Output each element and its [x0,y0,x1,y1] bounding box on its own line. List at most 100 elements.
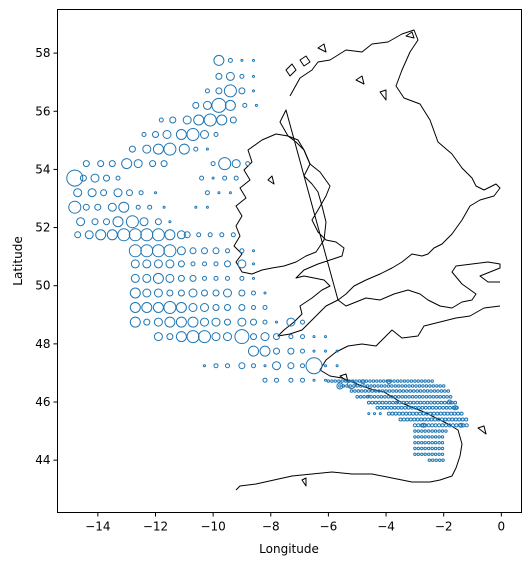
data-point [396,400,400,404]
data-point [441,458,445,462]
data-point [238,362,246,370]
data-point [143,318,151,326]
data-point [113,188,123,198]
data-point [403,384,408,388]
data-point [238,289,246,297]
data-point [129,302,141,313]
data-point [225,363,230,369]
data-point [366,400,371,405]
data-point [379,384,384,388]
data-point [192,101,200,109]
data-point [378,379,382,383]
data-point [433,446,438,451]
data-point [435,395,439,399]
data-point [441,395,446,399]
data-point [300,348,305,354]
data-point [427,441,431,445]
data-point [433,441,438,445]
data-point [107,202,117,212]
data-point [152,131,159,138]
data-point [428,384,432,388]
data-point [215,72,223,80]
data-point [360,379,366,385]
data-point [189,247,197,255]
data-point [353,389,357,393]
data-point [420,405,425,410]
data-point [405,389,409,393]
data-point [326,379,331,383]
data-point [153,317,163,327]
data-point [417,384,422,388]
data-point [383,384,387,388]
data-point [425,389,430,393]
data-point [251,290,256,296]
data-point [423,379,427,383]
data-point [399,379,403,383]
data-point [362,395,366,399]
data-point [427,405,432,410]
data-point [103,218,110,226]
data-point [82,203,90,211]
data-point [198,330,211,344]
data-point [262,305,268,310]
data-point [411,389,416,393]
data-point [377,389,381,393]
data-point [201,247,208,255]
data-point [154,218,162,226]
data-point [413,405,418,410]
data-point [153,288,163,298]
y-axis-label: Latitude [11,236,25,285]
data-point [437,429,441,433]
data-point [448,405,452,410]
data-point [430,446,434,451]
x-tick-label: −4 [377,520,395,534]
data-point [435,384,439,388]
data-point [448,395,453,399]
data-point [464,423,469,428]
data-point [395,379,400,383]
y-tick-label: 58 [35,46,50,60]
data-point [217,191,221,195]
data-point [458,422,464,428]
data-point [415,389,420,393]
data-point [418,389,423,393]
data-point [234,329,250,345]
data-point [240,58,244,62]
data-point [431,395,436,399]
data-point [378,412,382,416]
data-point [416,441,420,445]
data-point [422,389,426,393]
data-point [423,435,427,439]
data-point [421,384,425,388]
data-point [82,160,90,168]
data-point [401,400,406,405]
data-point [200,317,209,327]
data-point [224,318,231,326]
data-point [402,379,407,383]
data-point [230,232,236,238]
y-tick-label: 52 [35,221,50,235]
data-point [177,260,185,268]
scatter-points [66,54,469,462]
data-point [73,188,83,198]
data-point [252,249,255,253]
data-point [312,335,316,339]
data-point [242,102,248,108]
data-point [169,116,177,124]
data-point [223,288,232,298]
data-point [423,452,427,456]
data-point [204,88,210,94]
data-point [176,246,186,256]
data-point [189,274,197,282]
data-point [338,384,342,388]
data-point [182,115,192,125]
data-point [393,395,398,399]
data-point [121,158,133,170]
data-point [413,441,417,445]
data-point [213,132,219,137]
data-point [393,384,397,388]
data-point [330,379,334,383]
data-point [177,274,185,282]
y-tick-label: 54 [35,162,50,176]
data-point [200,303,209,312]
